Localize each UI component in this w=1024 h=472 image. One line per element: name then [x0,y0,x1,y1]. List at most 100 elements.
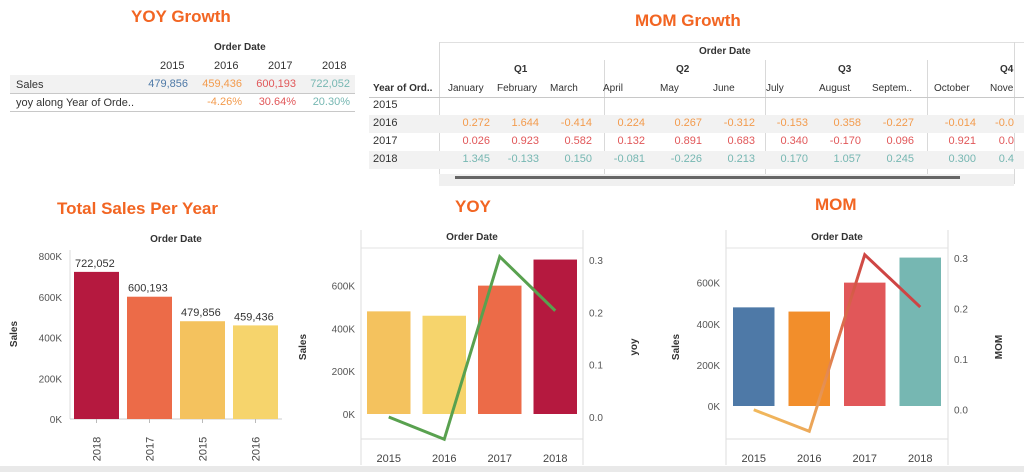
mom-cell[interactable]: 0.340 [780,135,808,147]
y-tick-label: 0K [343,410,356,421]
mom-cell[interactable]: 0.096 [886,135,914,147]
y2-tick-label: 0.3 [954,254,968,265]
mom-cell[interactable]: 0.358 [833,117,861,129]
mom-cell[interactable]: -0.170 [829,135,861,147]
mom-cell[interactable]: 0.132 [617,135,645,147]
y-tick-label: 400K [697,320,721,331]
mom-horizontal-scrollbar[interactable] [455,176,960,179]
x-tick-label: 2016 [251,437,263,461]
mom-cell[interactable]: -0.312 [723,117,755,129]
y-axis-label: Sales [9,320,20,347]
yoy-cell[interactable]: -4.26% [207,96,242,108]
mom-cell[interactable]: -0.081 [613,153,645,165]
yoy-cell[interactable]: 459,436 [202,78,242,90]
mom-cell[interactable]: 1.644 [511,117,539,129]
y2-tick-label: 0.1 [954,355,968,366]
yoy-cell[interactable]: 30.64% [258,96,296,108]
y2-tick-label: 0.2 [954,305,968,316]
y-tick-label: 600K [332,282,356,293]
bar [533,259,577,414]
mom-line [753,252,922,434]
mom-row-year: 2016 [373,117,398,129]
yoy-cell[interactable]: 479,856 [148,78,188,90]
mom-cell[interactable]: 0.224 [617,117,645,129]
yoy-year-2017: 2017 [268,60,293,72]
yoy-cell[interactable]: 600,193 [256,78,296,90]
mom-cell[interactable]: 0.0 [998,135,1014,147]
yoy-table-header: Order Date [214,42,266,53]
yoy-chart-title: YOY [455,197,491,216]
yoy-cell[interactable]: 722,052 [310,78,350,90]
x-tick-label: 2016 [432,453,456,465]
mom-row-year: 2018 [373,153,398,165]
mom-cell[interactable]: 0.245 [886,153,914,165]
x-tick-label: 2018 [92,437,104,461]
mom-cell[interactable]: 0.026 [462,135,490,147]
mom-cell[interactable]: 0.891 [674,135,702,147]
x-tick-label: 2015 [377,453,401,465]
bar [788,311,830,406]
yoy-row-label-yoy: yoy along Year of Orde.. [16,97,135,109]
y2-tick-label: 0.0 [954,406,968,417]
x-tick-label: 2015 [742,453,766,465]
mom-month-header: October [934,83,970,94]
mom-combo-chart: Order Date 600K 400K 200K 0K 0.3 0.2 0.1 0.0 Sale… [671,230,1005,465]
mom-cell[interactable]: 0.923 [511,135,539,147]
mom-cell[interactable]: 0.170 [780,153,808,165]
yoy-growth-title: YOY Growth [131,7,231,26]
x-tick-label: 2018 [543,453,567,465]
mom-cell[interactable]: 0.213 [727,153,755,165]
mom-month-header: January [448,83,484,94]
mom-month-header: Nove [990,83,1014,94]
yoy-year-2018: 2018 [322,60,347,72]
y2-axis-label: yoy [629,338,640,356]
mom-row-year: 2017 [373,135,398,147]
mom-month-header: March [550,83,578,94]
mom-cell[interactable]: 0.582 [564,135,592,147]
y-tick-label: 200K [697,361,721,372]
data-label: 722,052 [75,258,115,270]
mom-month-header: June [713,83,735,94]
data-label: 479,856 [181,307,221,319]
y-tick-label: 400K [332,324,356,335]
mom-month-header: April [603,83,624,94]
mom-cell[interactable]: 0.300 [948,153,976,165]
bar [899,257,941,406]
x-tick-label: 2017 [145,437,157,461]
mom-month-header: July [766,83,784,94]
mom-cell[interactable]: 0.921 [948,135,976,147]
mom-row-header: Year of Ord.. [373,83,433,94]
y2-axis-label: MOM [994,335,1005,359]
mom-quarter-q3: Q3 [838,64,852,75]
mom-cell[interactable]: 0.4 [998,153,1014,165]
mom-chart-title: MOM [815,195,857,214]
y-tick-label: 200K [39,374,63,385]
mom-cell[interactable]: 1.345 [462,153,490,165]
mom-cell[interactable]: -0.014 [944,117,976,129]
y-tick-label: 800K [39,252,63,263]
mom-cell[interactable]: -0.227 [882,117,914,129]
mom-cell[interactable]: 0.683 [727,135,755,147]
mom-cell[interactable]: 0.272 [462,117,490,129]
mom-table-header: Order Date [699,46,751,57]
bar [74,271,119,419]
mom-cell[interactable]: -0.414 [560,117,592,129]
mom-month-header: May [660,83,679,94]
mom-cell[interactable]: -0.0 [995,117,1014,129]
bar [233,325,278,419]
mom-cell[interactable]: -0.226 [670,153,702,165]
bar [180,321,225,419]
x-tick-label: 2017 [488,453,512,465]
mom-cell[interactable]: -0.153 [776,117,808,129]
y2-tick-label: 0.0 [589,413,603,424]
yoy-cell[interactable]: 20.30% [312,96,350,108]
mom-cell[interactable]: -0.133 [507,153,539,165]
mom-cell[interactable]: 0.267 [674,117,702,129]
y-tick-label: 600K [697,279,721,290]
y-tick-label: 200K [332,367,356,378]
mom-cell[interactable]: 0.150 [564,153,592,165]
chart-header: Order Date [811,232,863,243]
mom-cell[interactable]: 1.057 [833,153,861,165]
mom-row-year: 2015 [373,99,398,111]
y2-tick-label: 0.1 [589,361,603,372]
